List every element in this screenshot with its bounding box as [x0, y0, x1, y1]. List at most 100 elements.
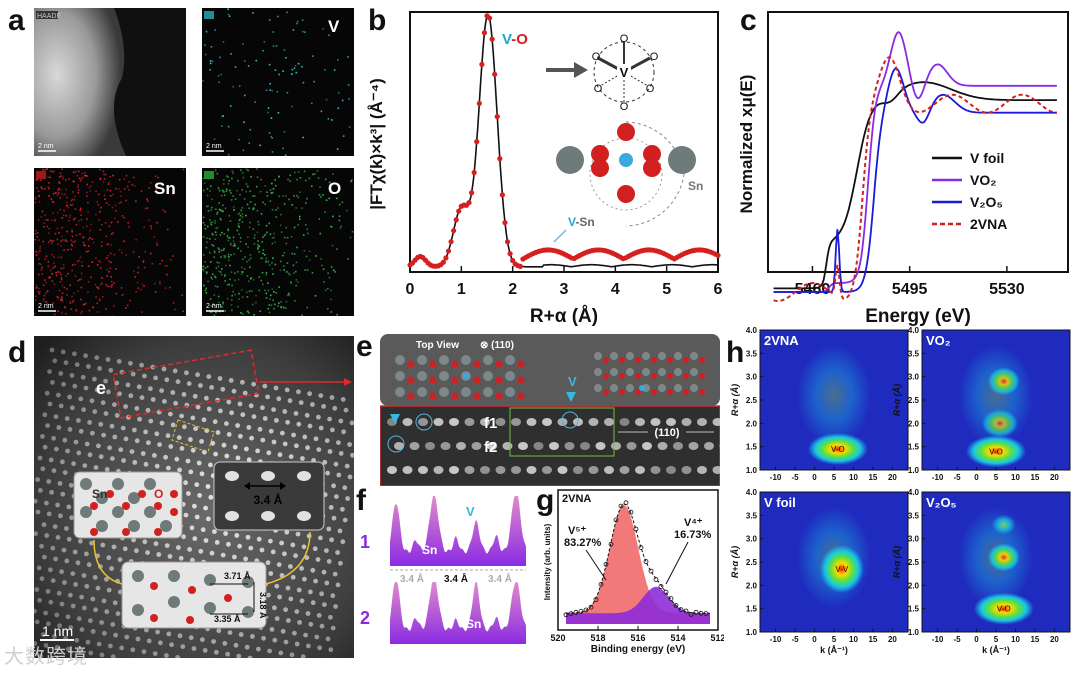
atomic-column — [169, 642, 174, 647]
atomic-column — [321, 404, 326, 409]
atomic-column — [201, 527, 206, 532]
eds-signal-dot — [62, 239, 64, 241]
eds-signal-dot — [38, 252, 40, 254]
eds-signal-dot — [242, 216, 244, 218]
eds-signal-dot — [262, 50, 264, 52]
eds-signal-dot — [255, 302, 257, 304]
eds-signal-dot — [63, 249, 65, 251]
o-atom — [474, 377, 481, 384]
data-point — [451, 228, 456, 233]
o-atom — [635, 357, 641, 363]
eds-signal-dot — [107, 255, 109, 257]
data-point — [490, 37, 495, 42]
atomic-column — [627, 442, 637, 450]
eds-signal-dot — [47, 265, 49, 267]
atomic-column — [326, 527, 331, 532]
eds-signal-dot — [59, 290, 61, 292]
eds-signal-dot — [261, 213, 263, 215]
scale-text: 2 nm — [206, 303, 222, 310]
eds-signal-dot — [219, 190, 221, 192]
atomic-column — [70, 405, 75, 410]
eds-signal-dot — [240, 312, 242, 314]
eds-signal-dot — [172, 255, 174, 257]
eds-signal-dot — [61, 217, 63, 219]
eds-signal-dot — [262, 258, 264, 260]
atomic-column — [240, 412, 245, 417]
eds-signal-dot — [268, 308, 270, 310]
eds-signal-dot — [216, 213, 218, 215]
eds-signal-dot — [38, 274, 40, 276]
eds-signal-dot — [206, 237, 208, 239]
atomic-column — [418, 466, 428, 474]
eds-signal-dot — [289, 274, 291, 276]
atomic-column — [387, 466, 397, 474]
eds-signal-dot — [253, 314, 255, 316]
eds-signal-dot — [39, 291, 41, 293]
sn-atom — [395, 355, 405, 365]
atomic-column — [204, 538, 209, 543]
eds-signal-dot — [270, 233, 272, 235]
eds-signal-dot — [233, 241, 235, 243]
eds-signal-dot — [54, 266, 56, 268]
eds-signal-dot — [52, 267, 54, 269]
atomic-column — [289, 454, 294, 459]
atomic-column — [542, 418, 552, 426]
sn-atom — [132, 570, 144, 582]
eds-signal-dot — [242, 213, 244, 215]
eds-signal-dot — [272, 243, 274, 245]
eds-signal-dot — [266, 272, 268, 274]
y-tick-label: 3.5 — [746, 511, 758, 520]
eds-signal-dot — [246, 261, 248, 263]
eds-signal-dot — [347, 258, 349, 260]
eds-signal-dot — [104, 198, 106, 200]
eds-signal-dot — [107, 189, 109, 191]
data-point — [492, 72, 497, 77]
eds-signal-dot — [297, 21, 299, 23]
eds-signal-dot — [250, 278, 252, 280]
atomic-column — [197, 493, 202, 498]
sn-label: Sn — [688, 179, 703, 193]
eds-signal-dot — [142, 261, 144, 263]
eds-signal-dot — [215, 277, 217, 279]
atomic-column — [236, 456, 241, 461]
eds-signal-dot — [277, 16, 279, 18]
eds-signal-dot — [154, 283, 156, 285]
eds-signal-dot — [211, 224, 213, 226]
atomic-column — [101, 400, 106, 405]
x-tick-label: 0 — [406, 281, 415, 298]
eds-signal-dot — [227, 237, 229, 239]
eds-signal-dot — [269, 132, 271, 134]
eds-signal-dot — [270, 295, 272, 297]
atomic-column — [51, 436, 56, 441]
wt-spot-label: V-V — [835, 565, 849, 574]
eds-signal-dot — [238, 298, 240, 300]
eds-signal-dot — [83, 304, 85, 306]
eds-signal-dot — [49, 177, 51, 179]
eds-signal-dot — [330, 299, 332, 301]
eds-signal-dot — [74, 196, 76, 198]
row-2-label: 2 — [360, 608, 370, 628]
atomic-column — [42, 522, 47, 527]
eds-signal-dot — [282, 255, 284, 257]
eds-signal-dot — [218, 270, 220, 272]
y-tick-label: 3.0 — [908, 535, 920, 544]
eds-signal-dot — [54, 283, 56, 285]
atomic-column — [272, 440, 277, 445]
y-tick-label: 4.0 — [908, 326, 920, 335]
atomic-column — [214, 650, 219, 655]
atomic-column — [302, 544, 307, 549]
o-atom — [138, 490, 146, 498]
atomic-column — [42, 555, 47, 560]
eds-signal-dot — [312, 174, 314, 176]
o-atom — [518, 377, 525, 384]
eds-signal-dot — [77, 186, 79, 188]
eds-signal-dot — [68, 220, 70, 222]
eds-signal-dot — [210, 298, 212, 300]
atomic-column — [165, 543, 170, 548]
atomic-column — [71, 604, 76, 609]
atomic-column — [100, 653, 105, 658]
eds-signal-dot — [43, 169, 45, 171]
wt-halo — [797, 345, 871, 446]
eds-signal-dot — [77, 184, 79, 186]
